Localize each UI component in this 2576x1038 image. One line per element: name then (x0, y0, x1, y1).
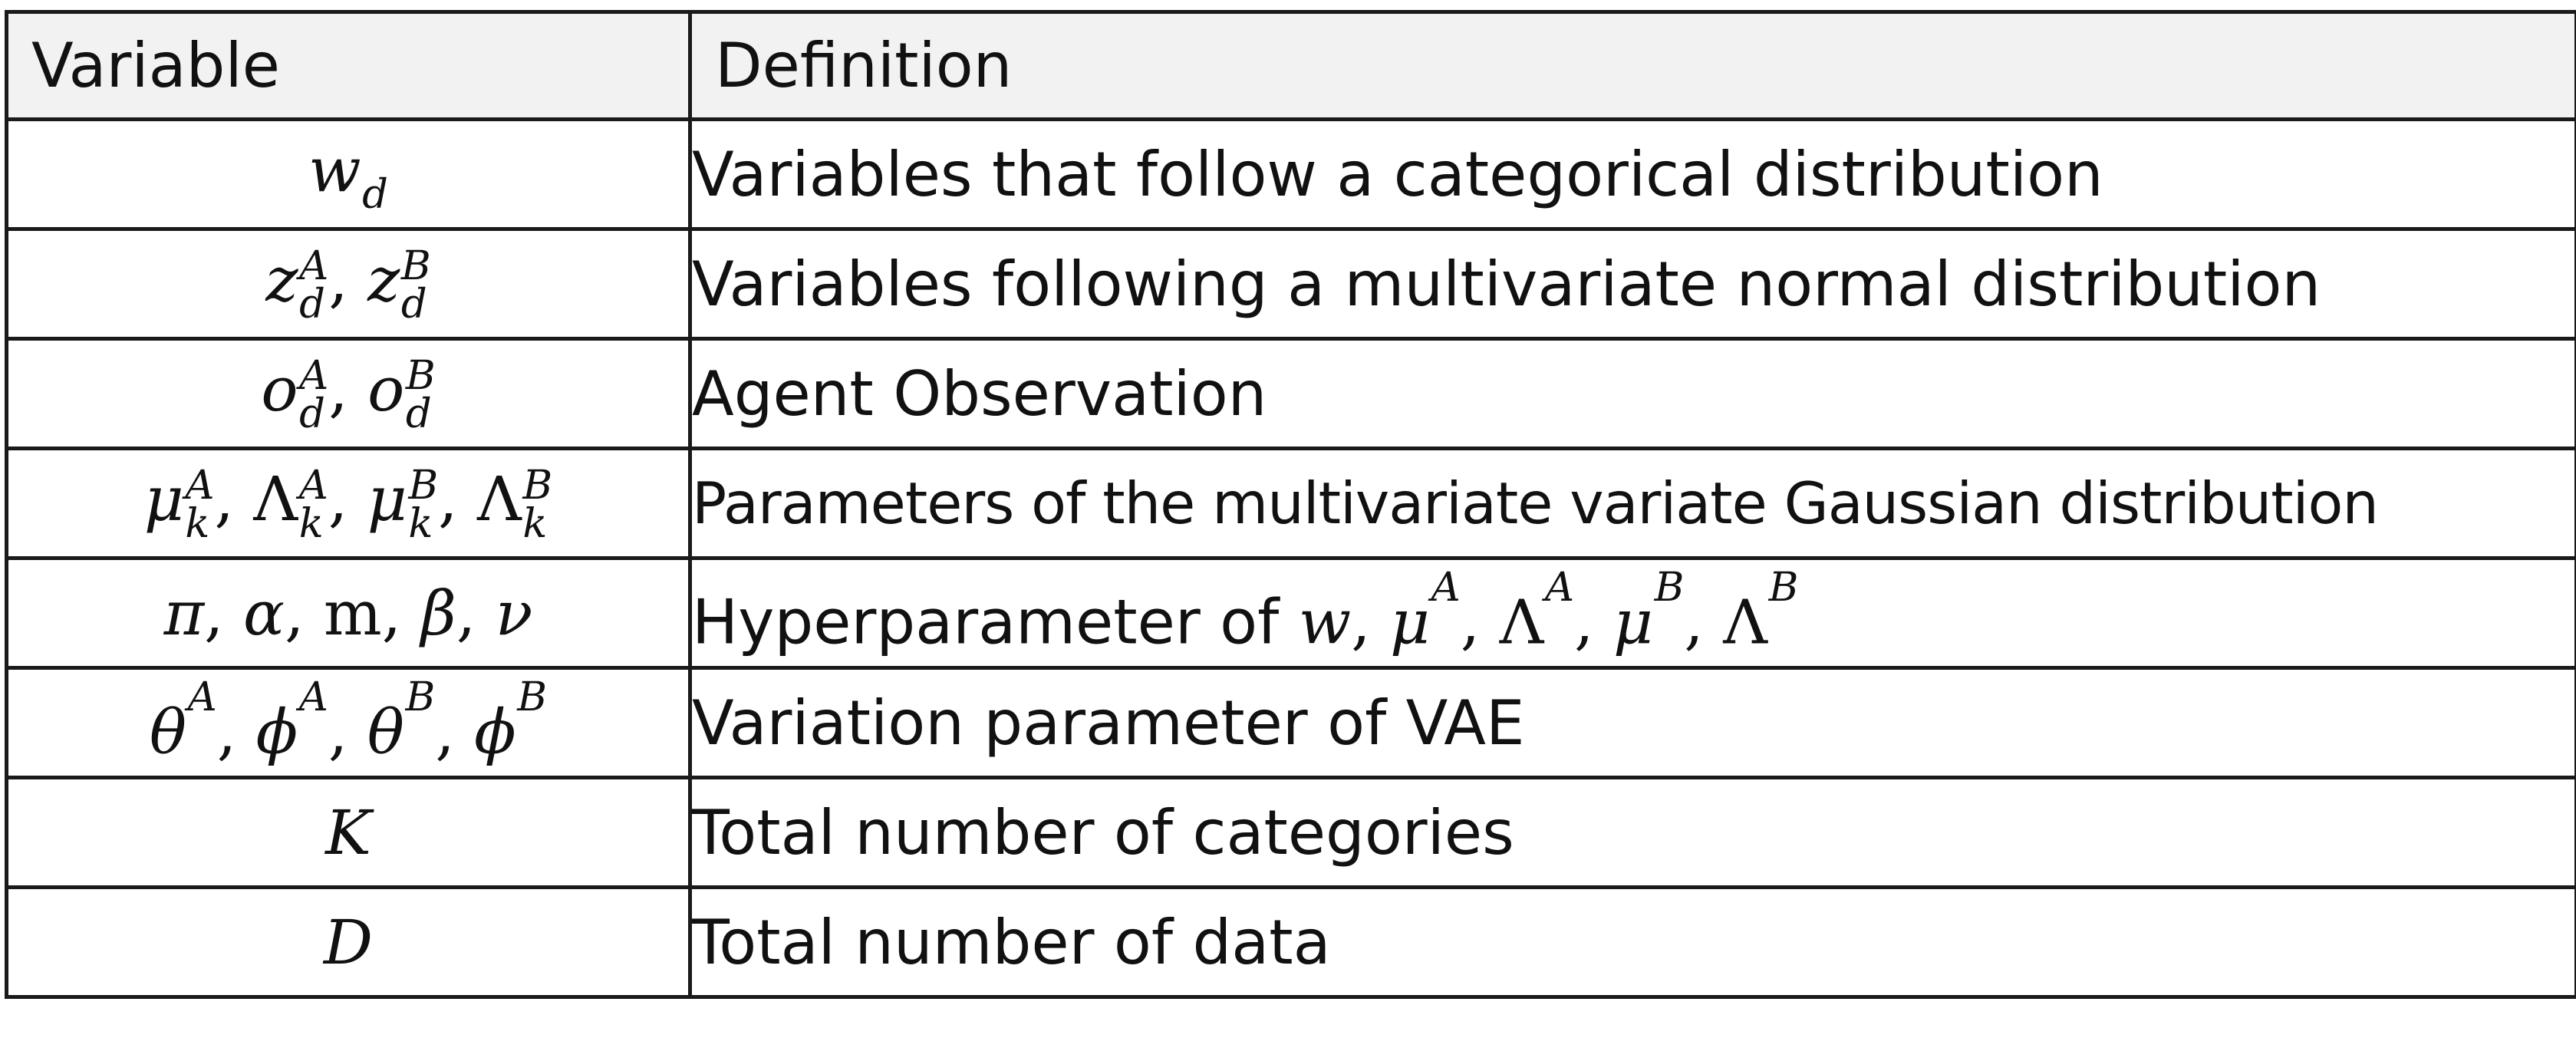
math-term: ν (495, 577, 533, 649)
definition-cell: Parameters of the multivariate variate G… (688, 447, 2576, 560)
definition-text: Hyperparameter of (692, 586, 1299, 658)
definition-cell: Agent Observation (688, 337, 2576, 450)
definition-text: Parameters of the multivariate variate G… (692, 470, 2379, 537)
header-row: Variable Definition (5, 10, 2576, 121)
variable-column-header: Variable (5, 10, 692, 121)
math-term: m (323, 577, 382, 649)
definition-cell: Total number of categories (688, 776, 2576, 889)
definition-text: Variables following a multivariate norma… (692, 248, 2321, 320)
math-term: w (1298, 586, 1352, 658)
table-row: K Total number of categories (5, 776, 2576, 889)
math-term: K (325, 796, 371, 868)
math-term: α (243, 577, 285, 649)
variable-cell: w d (5, 117, 692, 231)
definition-cell: Variation parameter of VAE (688, 666, 2576, 779)
table-row: D Total number of data (5, 885, 2576, 999)
definition-text: Total number of data (692, 906, 1331, 978)
math-term: w d (308, 133, 388, 218)
definition-column-header: Definition (688, 10, 2576, 121)
variable-cell: π, α, m, β, ν (5, 556, 692, 670)
definition-text: Variables that follow a categorical dist… (692, 138, 2103, 210)
definition-text: Agent Observation (692, 358, 1267, 430)
variable-definition-table: Variable Definition w d Variables that f… (5, 10, 2576, 999)
table-row: w d Variables that follow a categorical … (5, 117, 2576, 231)
definition-cell: Total number of data (688, 885, 2576, 999)
math-term: π (163, 577, 205, 649)
variable-cell: K (5, 776, 692, 889)
definition-text: Variation parameter of VAE (692, 687, 1525, 759)
variable-cell: D (5, 885, 692, 999)
definition-text: Total number of categories (692, 796, 1514, 868)
math-term: D (323, 906, 374, 978)
math-term: β (420, 577, 456, 649)
definition-cell: Variables that follow a categorical dist… (688, 117, 2576, 231)
definition-cell: Variables following a multivariate norma… (688, 227, 2576, 341)
